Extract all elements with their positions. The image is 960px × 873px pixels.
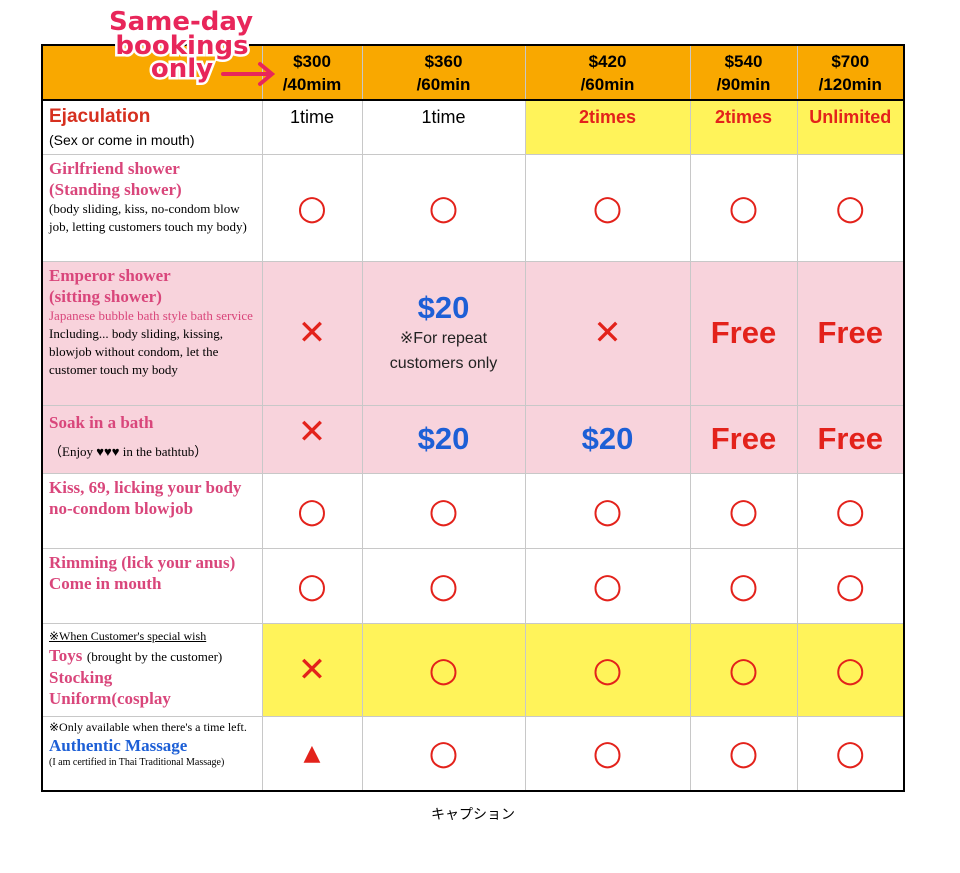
plan-cell: ○: [524, 715, 691, 792]
plan-header: $360 /60min: [361, 44, 526, 101]
plan-cell: ○: [796, 622, 905, 717]
plan-cell: ▲: [261, 715, 363, 792]
plan-cell: ○: [796, 547, 905, 624]
plan-cell: ✕: [524, 260, 691, 406]
label-title: (sitting shower): [49, 286, 162, 306]
label-title: Ejaculation: [49, 106, 151, 127]
row-label: ※Only available when there's a time left…: [41, 715, 263, 792]
label-sub: Including... body sliding, kissing, blow…: [49, 325, 224, 377]
plan-cell: Free: [689, 260, 798, 406]
plan-cell: ○: [689, 153, 798, 262]
label-sub: （Enjoy ♥♥♥ in the bathtub）: [49, 443, 208, 459]
plan-cell: ○: [361, 153, 526, 262]
overlay-text: Same-day: [109, 7, 253, 37]
plan-cell: 2times: [524, 99, 691, 155]
label-title: Soak in a bath: [49, 412, 154, 432]
plan-cell: ○: [524, 153, 691, 262]
price-table: $300 /40mim $360 /60min $420 /60min $540…: [41, 44, 905, 792]
row-label: Kiss, 69, licking your body no-condom blo…: [41, 472, 263, 549]
plan-cell: ✕: [261, 260, 363, 406]
label-sub: (brought by the customer): [86, 648, 223, 664]
plan-cell: ○: [689, 547, 798, 624]
plan-cell: ○: [524, 622, 691, 717]
plan-cell: ○: [361, 472, 526, 549]
corner-cell: [41, 44, 263, 101]
label-title: Emperor shower: [49, 265, 171, 285]
label-title: no-condom blowjob: [49, 498, 194, 518]
plan-cell: $20: [524, 404, 691, 474]
caption: キャプション: [431, 807, 515, 823]
label-title: Kiss, 69, licking your body: [49, 477, 242, 497]
label-title: Girlfriend shower: [49, 158, 180, 178]
label-sub: (I am certified in Thai Traditional Mass…: [49, 756, 225, 768]
plan-header: $540 /90min: [689, 44, 798, 101]
plan-cell: ○: [361, 547, 526, 624]
plan-cell: ○: [796, 715, 905, 792]
label-sub: (Sex or come in mouth): [49, 132, 195, 148]
plan-cell: ✕: [261, 404, 363, 474]
plan-cell: ○: [261, 547, 363, 624]
plan-cell: $20 ※For repeat customers only: [361, 260, 526, 406]
plan-cell: Free: [796, 260, 905, 406]
label-title: Uniform(cosplay: [49, 688, 171, 708]
plan-cell: 1time: [261, 99, 363, 155]
plan-header: $420 /60min: [524, 44, 691, 101]
label-title: (Standing shower): [49, 179, 182, 199]
row-label: Ejaculation (Sex or come in mouth): [41, 99, 263, 155]
plan-header: $700 /120min: [796, 44, 905, 101]
label-sub: (body sliding, kiss, no-condom blow job,…: [49, 200, 247, 234]
row-label: Emperor shower (sitting shower) Japanese b…: [41, 260, 263, 406]
plan-cell: Unlimited: [796, 99, 905, 155]
row-label: ※When Customer's special wish Toys (broug…: [41, 622, 263, 717]
plan-cell: ○: [261, 472, 363, 549]
label-title: Come in mouth: [49, 573, 162, 593]
row-label: Girlfriend shower (Standing shower) (body …: [41, 153, 263, 262]
label-title: Stocking: [49, 667, 113, 687]
plan-cell: 1time: [361, 99, 526, 155]
plan-cell: ○: [524, 472, 691, 549]
plan-cell: ○: [796, 472, 905, 549]
label-title: Authentic Massage: [49, 735, 188, 755]
label-note: ※Only available when there's a time left…: [49, 719, 247, 734]
row-label: Soak in a bath （Enjoy ♥♥♥ in the bathtub）: [41, 404, 263, 474]
plan-cell: ○: [689, 472, 798, 549]
plan-cell: ✕: [261, 622, 363, 717]
price: $20: [417, 290, 470, 325]
plan-cell: ○: [261, 153, 363, 262]
label-title: Toys: [49, 645, 83, 665]
plan-cell: ○: [689, 715, 798, 792]
plan-cell: ○: [689, 622, 798, 717]
label-title: Rimming (lick your anus): [49, 552, 236, 572]
plan-cell: $20: [361, 404, 526, 474]
plan-cell: ○: [796, 153, 905, 262]
plan-cell: Free: [689, 404, 798, 474]
plan-cell: ○: [361, 715, 526, 792]
label-note: ※When Customer's special wish: [49, 628, 207, 643]
plan-cell: ○: [524, 547, 691, 624]
row-label: Rimming (lick your anus) Come in mouth: [41, 547, 263, 624]
plan-cell: ○: [361, 622, 526, 717]
plan-header: $300 /40mim: [261, 44, 363, 101]
plan-cell: 2times: [689, 99, 798, 155]
plan-cell: Free: [796, 404, 905, 474]
price-note: ※For repeat customers only: [389, 330, 498, 372]
label-sub: Japanese bubble bath style bath service: [49, 307, 253, 323]
